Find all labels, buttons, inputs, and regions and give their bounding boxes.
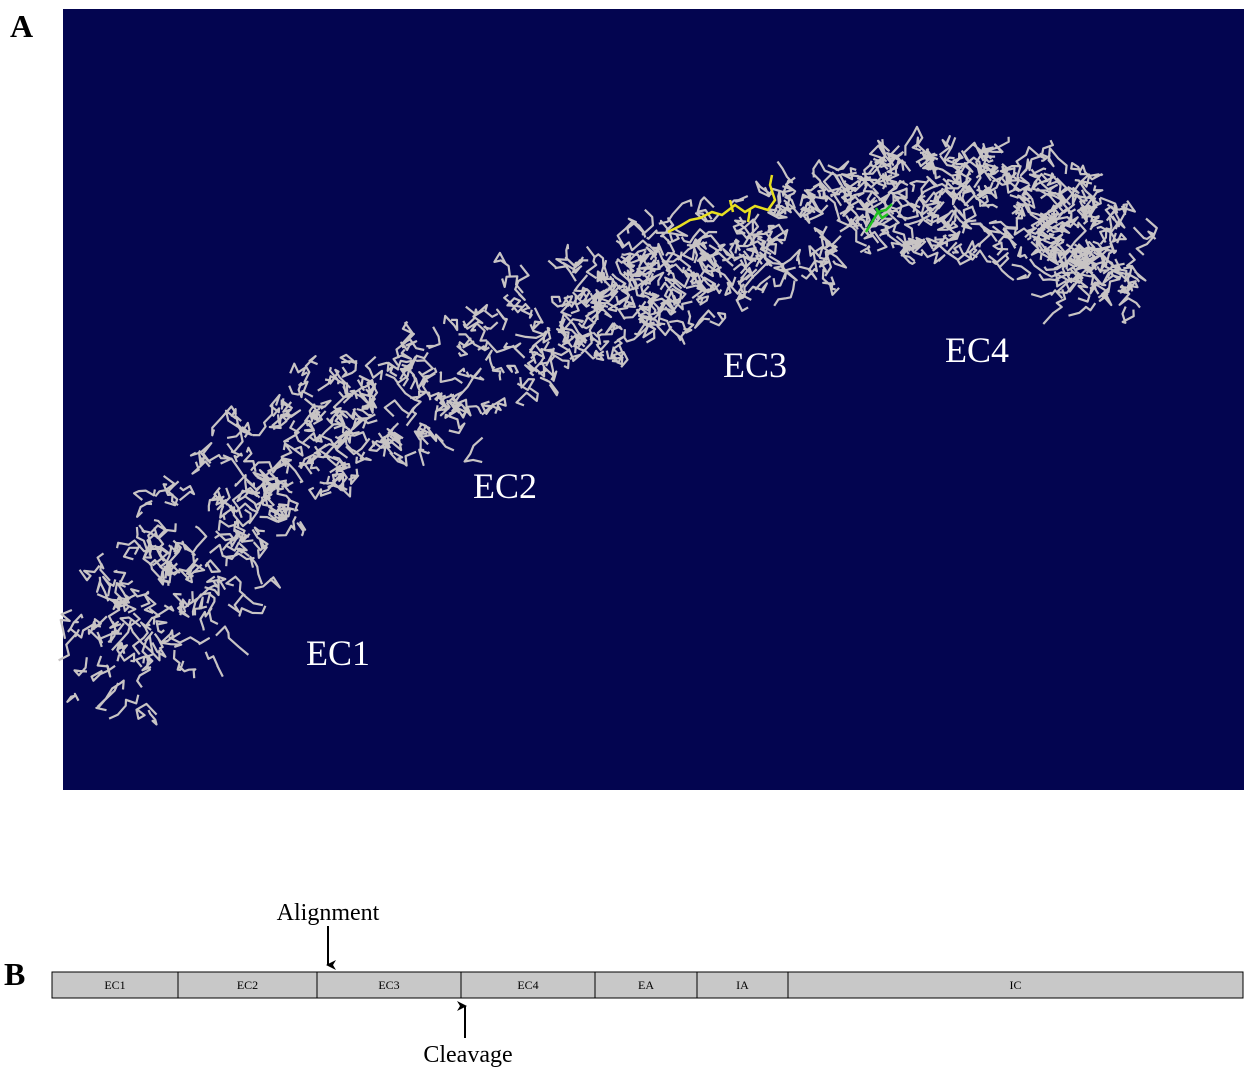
domain-label: EC2 [473, 466, 537, 506]
segment-label: EC1 [104, 978, 125, 992]
domain-segment [177, 971, 318, 999]
structure-image [63, 9, 1244, 790]
highlight-yellow [667, 174, 777, 234]
segment-label: EC2 [237, 978, 258, 992]
alignment-label: Alignment [277, 900, 380, 926]
domain-label: EC1 [306, 633, 370, 673]
segment-label: EA [638, 978, 654, 992]
backbone [58, 125, 1158, 726]
highlight-green [864, 203, 893, 233]
domain-segment [787, 971, 1244, 999]
domain-label: EC4 [945, 330, 1009, 370]
segment-label: IA [736, 978, 749, 992]
cleavage-label: Cleavage [423, 1042, 512, 1067]
domain-segment [316, 971, 462, 999]
domain-label: EC3 [723, 345, 787, 385]
domain-segment [696, 971, 789, 999]
panel-label: A [10, 8, 33, 44]
panel-label: B [4, 956, 25, 992]
domain-labels: EC1 EC2 EC3 EC4 [306, 330, 1009, 673]
domain-bar: EC1 EC2 EC3 EC4 EA IA IC [51, 971, 1244, 999]
segment-label: EC4 [517, 978, 538, 992]
segment-label: EC3 [378, 978, 399, 992]
domain-segment [51, 971, 179, 999]
segment-label: IC [1010, 978, 1022, 992]
molecule [58, 125, 1158, 726]
